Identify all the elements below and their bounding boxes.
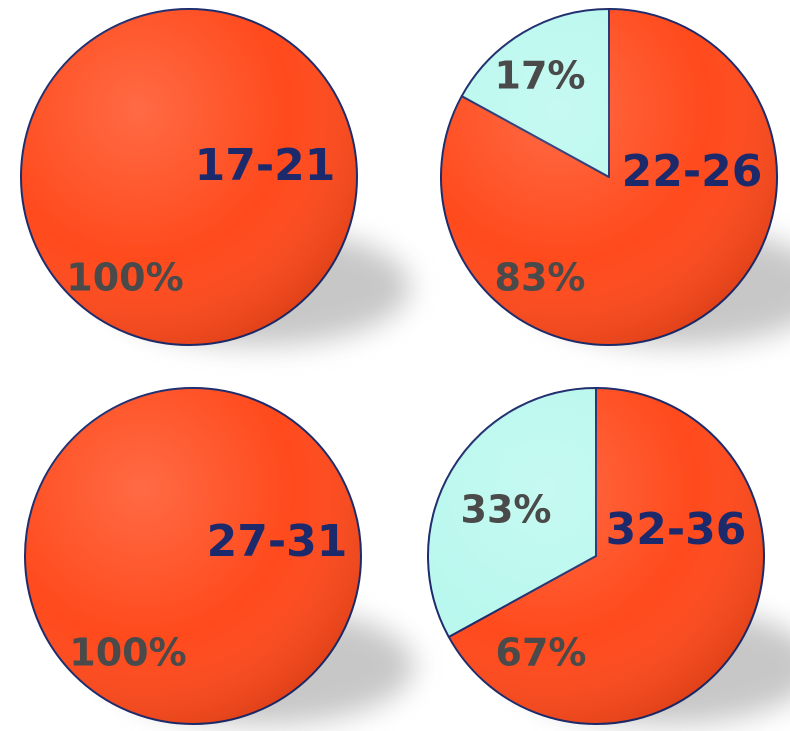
category-label: 17-21 — [195, 140, 336, 191]
pie-chart-32-36: 67% 33% 32-36 — [426, 387, 790, 725]
slice-percent-label: 33% — [461, 488, 552, 532]
pie-chart-17-21: 100% 17-21 — [20, 8, 411, 346]
category-label: 32-36 — [606, 504, 747, 555]
category-label: 22-26 — [622, 146, 763, 197]
slice-percent-label: 100% — [69, 631, 186, 675]
pie-chart-27-31: 100% 27-31 — [24, 387, 415, 725]
pie-chart-22-26: 83% 17% 22-26 — [440, 8, 790, 346]
slice-percent-label: 17% — [495, 54, 586, 98]
slice-percent-label: 83% — [495, 256, 586, 300]
slice-percent-label: 100% — [66, 256, 183, 300]
slice-percent-label: 67% — [496, 631, 587, 675]
category-label: 27-31 — [207, 516, 348, 567]
